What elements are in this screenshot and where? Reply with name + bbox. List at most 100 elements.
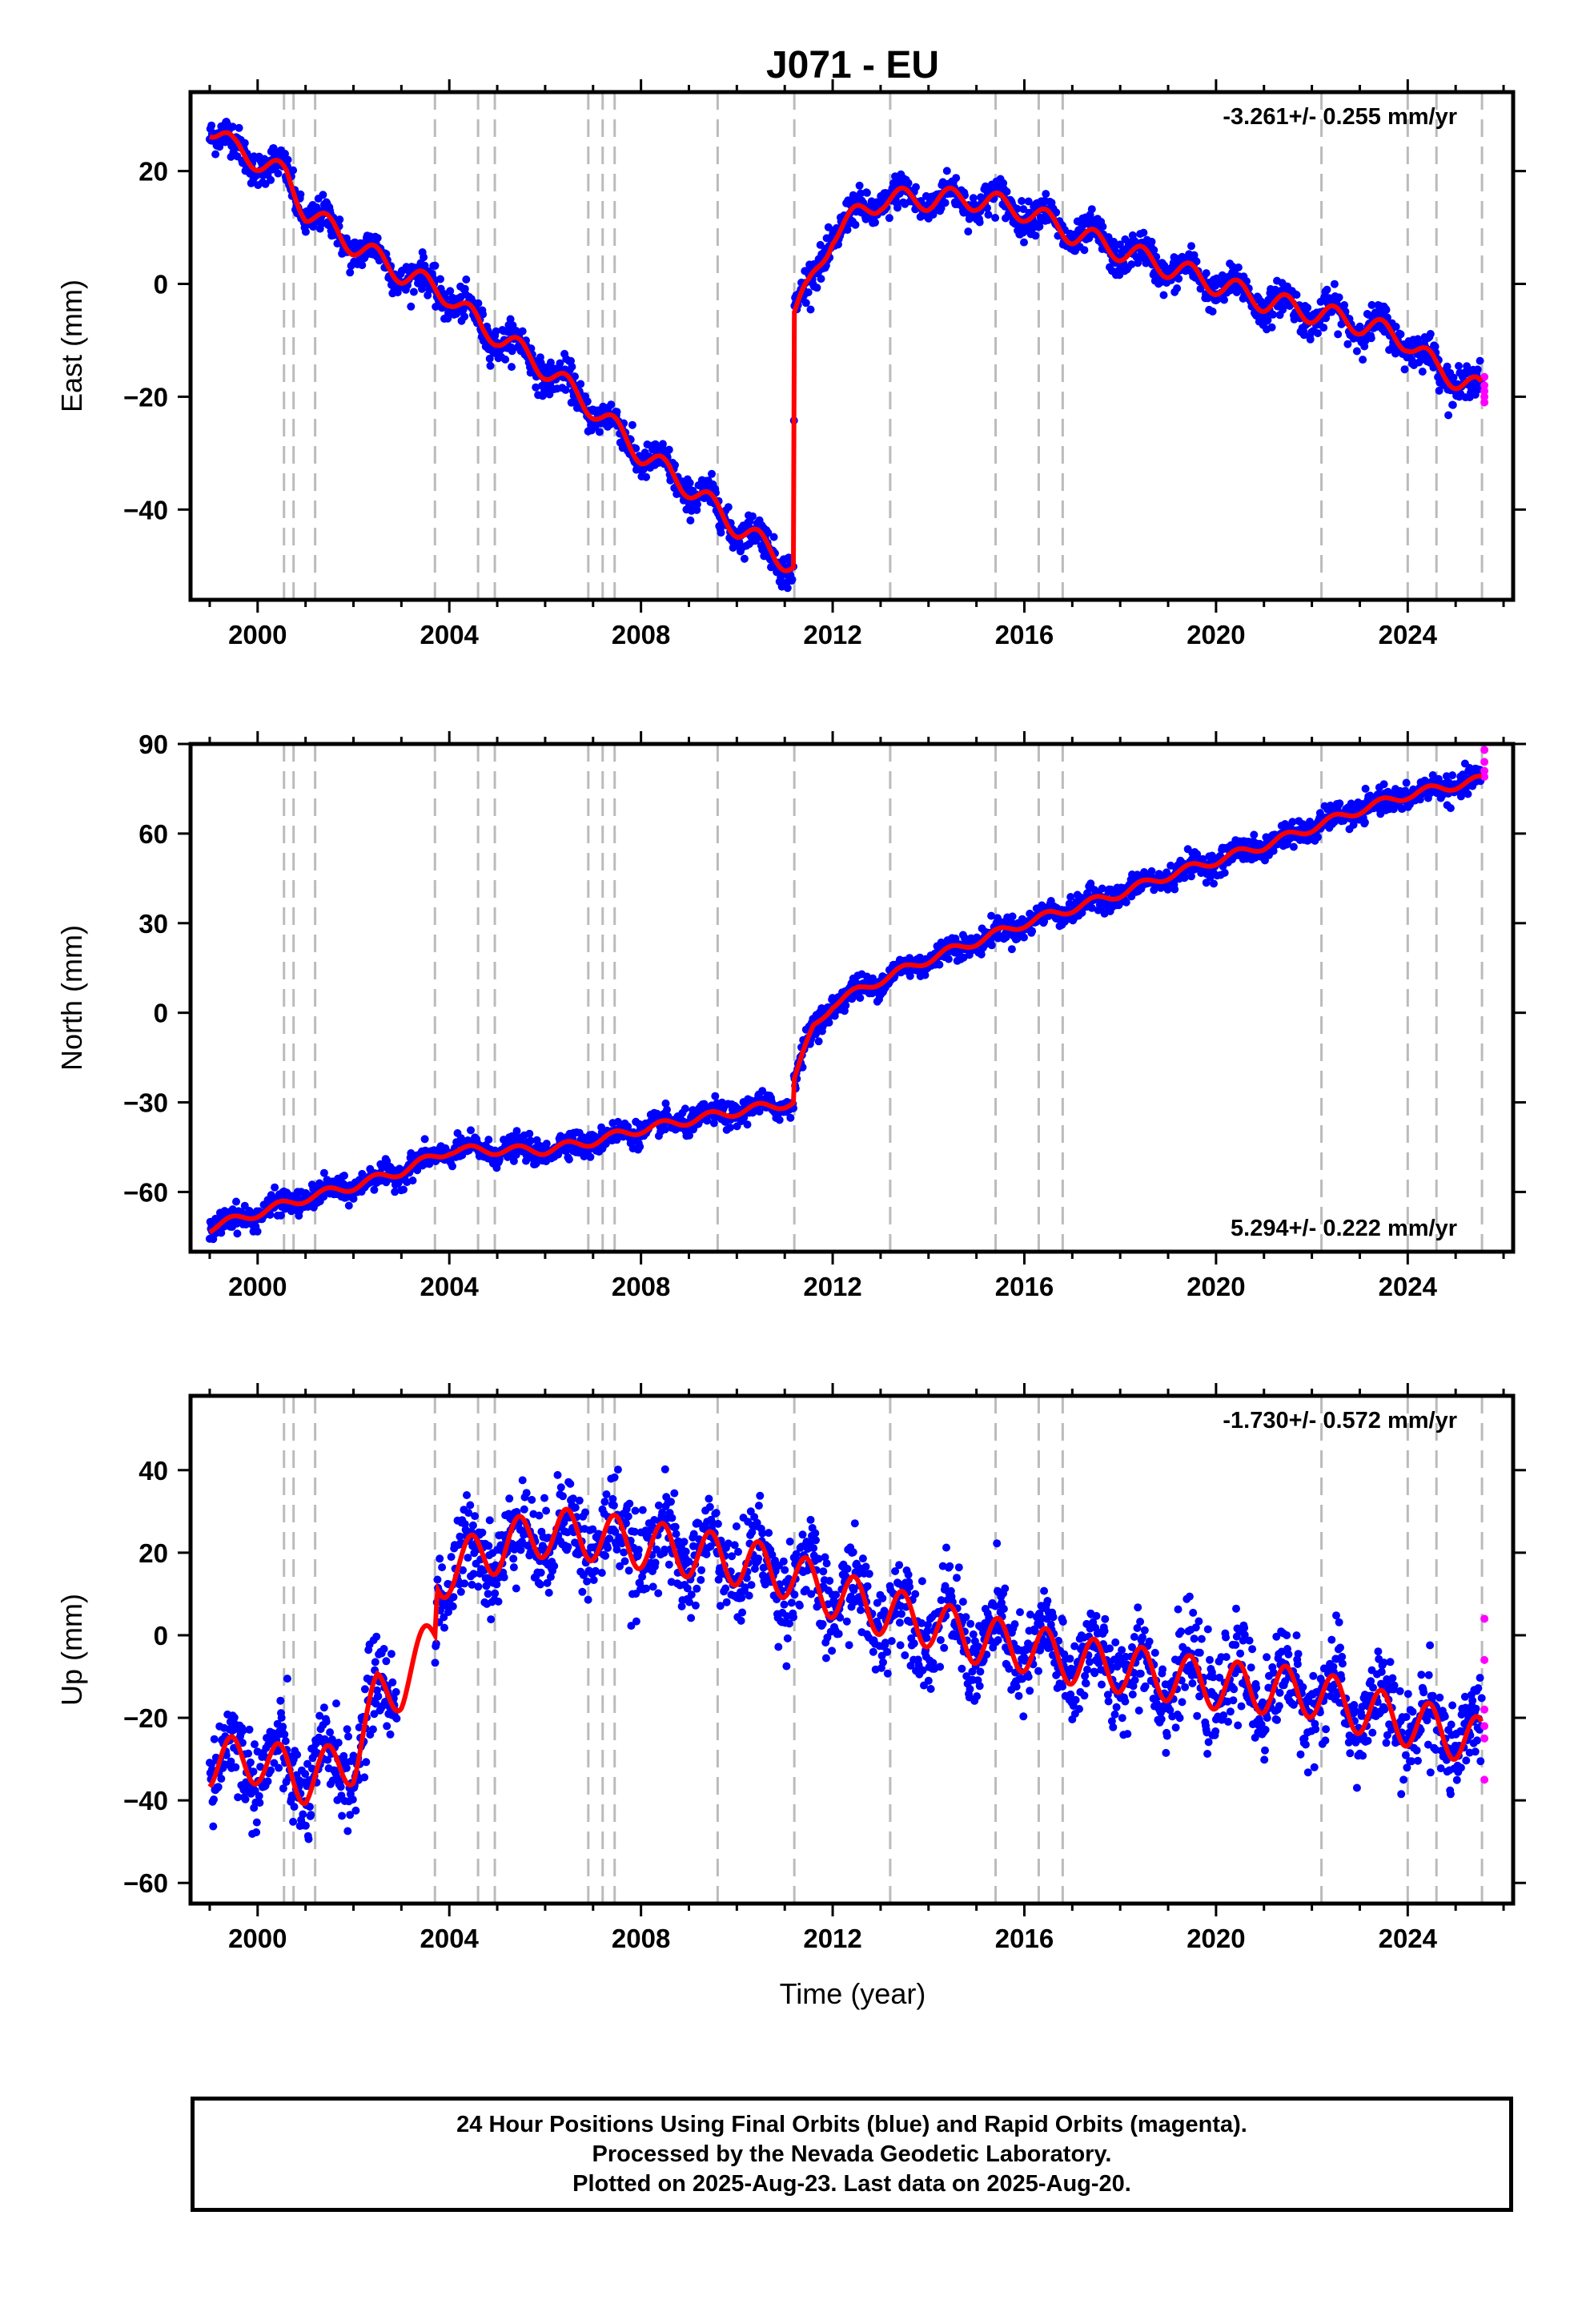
data-point <box>636 1142 644 1151</box>
data-point <box>1315 809 1324 818</box>
data-point <box>368 1725 377 1734</box>
data-point <box>1018 197 1026 205</box>
data-point <box>334 1739 343 1747</box>
data-point <box>724 503 733 512</box>
data-point <box>299 1810 307 1819</box>
data-point <box>433 1575 442 1584</box>
data-point <box>1267 323 1276 332</box>
data-point <box>460 1579 469 1588</box>
data-point <box>856 994 865 1003</box>
data-point <box>338 1811 347 1820</box>
data-point <box>576 380 585 388</box>
data-point <box>1431 342 1439 351</box>
data-point <box>234 1793 243 1802</box>
data-point <box>431 1659 440 1667</box>
data-point <box>400 1185 408 1194</box>
data-point <box>283 155 292 164</box>
data-point <box>561 385 570 394</box>
data-point <box>987 911 996 920</box>
data-point <box>1289 842 1298 851</box>
data-point <box>462 275 471 283</box>
data-point <box>468 1521 477 1530</box>
data-point <box>1065 899 1074 908</box>
data-point <box>276 1696 285 1705</box>
data-point <box>479 310 488 319</box>
data-point <box>1355 322 1364 331</box>
y-tick-label: 90 <box>139 730 168 759</box>
y-tick-label: −40 <box>123 495 168 525</box>
plot-frame <box>188 742 1516 1254</box>
data-point <box>1042 190 1050 199</box>
data-point <box>542 1140 551 1148</box>
data-point <box>289 1817 298 1826</box>
y-tick-label: 60 <box>139 819 168 849</box>
data-point <box>289 166 298 175</box>
north-panel: 2000 2004 2008 2012 2016 2020 2024−60−30030609… <box>55 730 1526 1301</box>
data-point <box>1330 279 1339 288</box>
data-point <box>1323 285 1331 294</box>
data-point <box>1193 850 1202 858</box>
rapid-orbit-point <box>1480 773 1489 782</box>
chart-title: J071 - EU <box>766 44 939 86</box>
data-point <box>991 214 1000 222</box>
data-point <box>467 1126 475 1135</box>
x-tick-label: 2008 <box>612 1272 670 1301</box>
data-point <box>1220 868 1229 877</box>
data-point <box>1435 386 1443 395</box>
data-point <box>1234 263 1243 271</box>
model-fit-line <box>208 773 1482 1235</box>
rapid-orbit-point <box>1480 381 1489 390</box>
data-point <box>1007 945 1016 954</box>
data-point <box>607 400 616 409</box>
data-point <box>391 1687 400 1696</box>
data-point <box>256 1763 265 1771</box>
data-point <box>708 469 716 478</box>
data-point <box>420 253 428 262</box>
data-point <box>804 288 813 297</box>
data-point <box>464 1509 473 1518</box>
data-point <box>1159 291 1168 300</box>
data-point <box>408 1176 417 1185</box>
data-point <box>1181 873 1190 882</box>
data-point <box>1455 362 1463 370</box>
data-point <box>525 1129 534 1138</box>
data-point <box>1203 294 1212 303</box>
data-point <box>518 327 527 336</box>
data-point <box>686 516 695 525</box>
data-point <box>1306 335 1315 344</box>
model-fit-line <box>208 130 1484 573</box>
data-point <box>244 1749 253 1758</box>
data-point <box>681 1104 689 1113</box>
data-point <box>952 174 961 183</box>
data-point <box>661 1099 670 1108</box>
data-point <box>290 1803 299 1811</box>
data-point <box>1008 912 1017 921</box>
data-point <box>532 383 540 392</box>
data-point <box>1428 771 1437 779</box>
data-point <box>1020 238 1028 247</box>
data-point <box>486 361 495 370</box>
data-point <box>1379 780 1388 789</box>
data-point <box>277 1714 286 1722</box>
data-point <box>459 1566 467 1574</box>
data-point <box>217 1775 226 1783</box>
y-tick-label: 0 <box>154 270 168 300</box>
data-point <box>351 1806 360 1815</box>
data-point <box>526 1136 535 1145</box>
data-point <box>449 1593 458 1602</box>
data-point <box>387 1650 396 1659</box>
rapid-orbit-point <box>1480 398 1489 407</box>
data-point <box>372 1632 381 1641</box>
data-point <box>281 1737 290 1746</box>
data-point <box>485 354 494 363</box>
data-point <box>1434 774 1443 783</box>
y-tick-label: 30 <box>139 909 168 939</box>
data-point <box>749 512 757 521</box>
data-point <box>1024 197 1033 206</box>
data-point <box>512 1151 520 1159</box>
data-point <box>371 1699 380 1708</box>
data-point <box>440 1613 448 1622</box>
data-point <box>1173 284 1182 292</box>
data-point <box>391 1188 400 1196</box>
data-point <box>478 1528 487 1537</box>
